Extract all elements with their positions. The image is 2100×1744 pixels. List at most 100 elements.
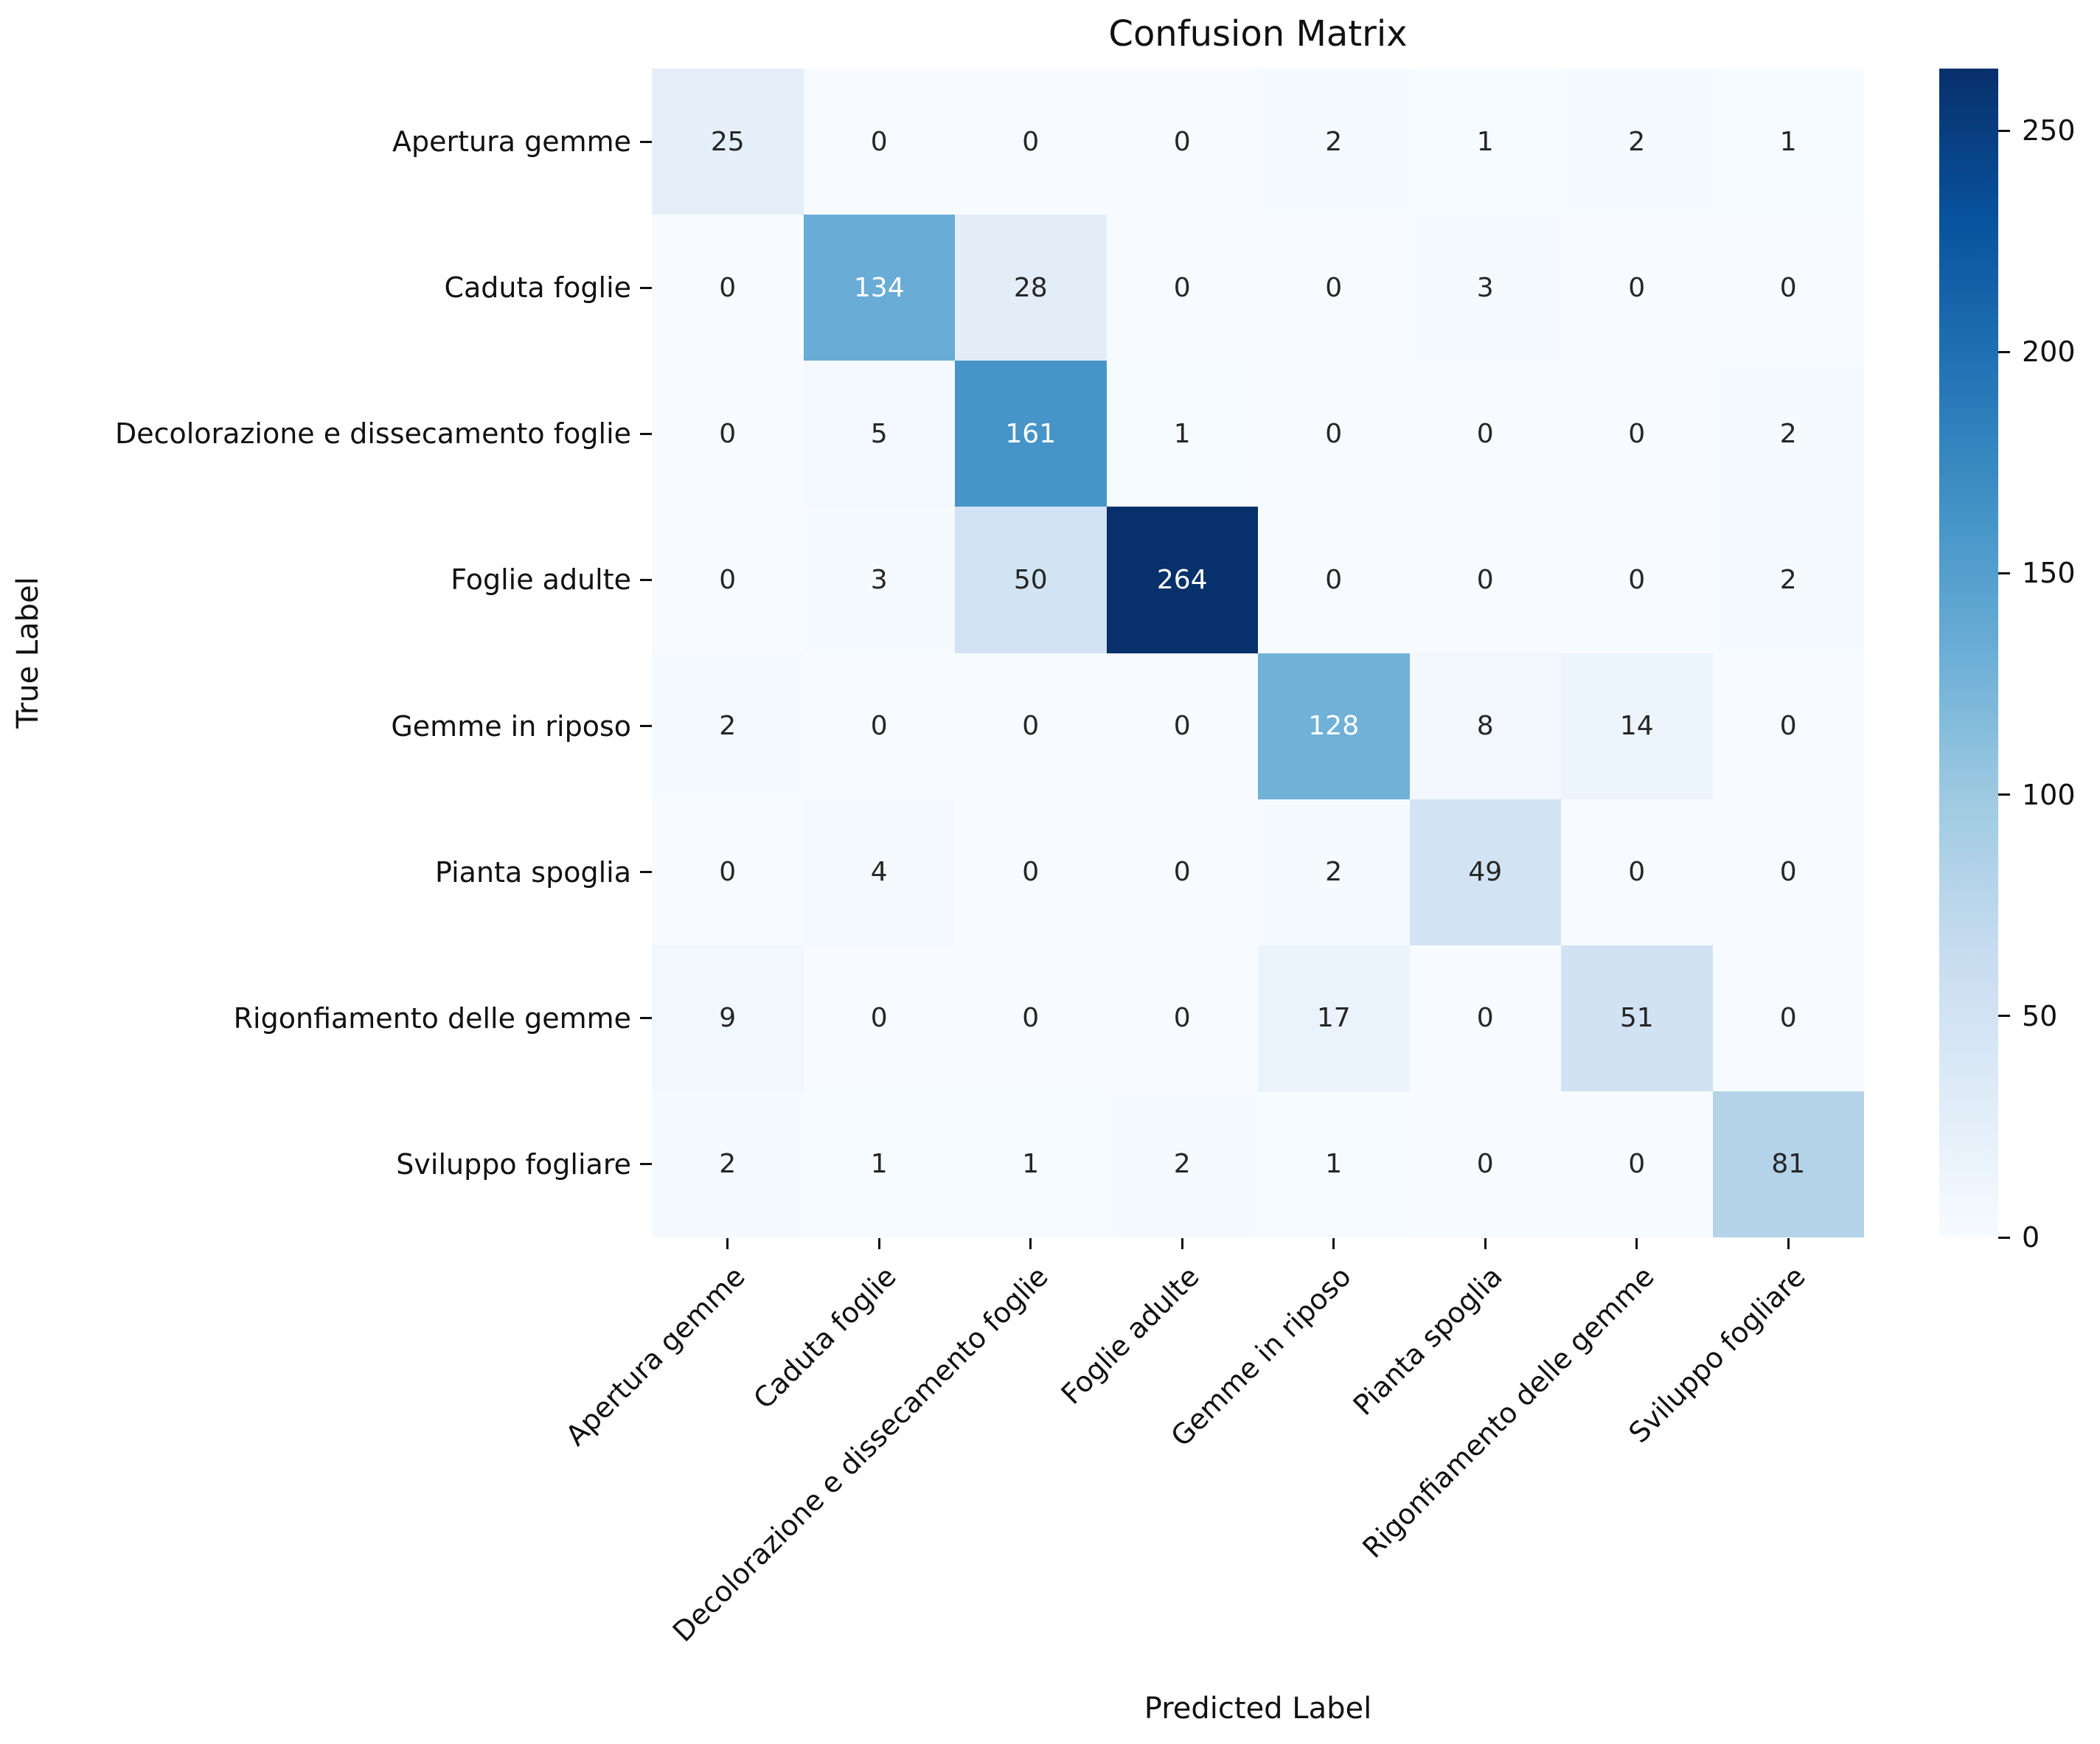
y-tick-label: Gemme in riposo	[391, 709, 631, 743]
matrix-cell: 2	[1712, 361, 1864, 507]
colorbar-tick-mark	[1998, 129, 2010, 132]
matrix-cell: 2	[1561, 69, 1713, 215]
matrix-cell: 0	[1409, 361, 1561, 507]
x-tick-mark	[1029, 1238, 1032, 1249]
colorbar-tick-label: 100	[2022, 778, 2076, 811]
y-tick-mark	[640, 725, 652, 728]
colorbar-tick-label: 250	[2022, 114, 2076, 147]
matrix-cell: 161	[955, 361, 1107, 507]
matrix-cell: 1	[1258, 1091, 1410, 1237]
matrix-cell: 1	[955, 1091, 1107, 1237]
matrix-cell: 0	[1712, 215, 1864, 361]
matrix-cell: 0	[1258, 361, 1410, 507]
y-tick-label: Apertura gemme	[392, 125, 631, 159]
matrix-cell: 0	[1106, 945, 1258, 1091]
matrix-cell: 0	[652, 361, 804, 507]
matrix-cell: 0	[1409, 1091, 1561, 1237]
matrix-cell: 50	[955, 507, 1107, 653]
y-tick-label: Caduta foglie	[444, 271, 631, 305]
matrix-cell: 0	[652, 215, 804, 361]
colorbar-tick-label: 0	[2022, 1221, 2040, 1254]
x-tick-label: Pianta spoglia	[1346, 1260, 1509, 1422]
matrix-cell: 0	[1712, 799, 1864, 945]
matrix-cell: 0	[652, 799, 804, 945]
matrix-cell: 2	[1258, 69, 1410, 215]
matrix-cell: 17	[1258, 945, 1410, 1091]
matrix-cell: 1	[1409, 69, 1561, 215]
x-tick-label: Foglie adulte	[1054, 1260, 1206, 1411]
y-tick-label: Decolorazione e dissecamento foglie	[114, 417, 631, 451]
x-tick-mark	[1635, 1238, 1638, 1249]
matrix-cell: 2	[652, 653, 804, 799]
x-tick-label: Apertura gemme	[559, 1260, 751, 1452]
matrix-cell: 2	[1258, 799, 1410, 945]
matrix-cell: 0	[1409, 507, 1561, 653]
x-tick-mark	[1484, 1238, 1487, 1249]
y-tick-label: Sviluppo fogliare	[396, 1147, 631, 1181]
matrix-cell: 134	[803, 215, 955, 361]
x-tick-mark	[1787, 1238, 1790, 1249]
matrix-cell: 0	[1106, 69, 1258, 215]
matrix-cell: 0	[652, 507, 804, 653]
y-tick-label: Foglie adulte	[451, 563, 631, 597]
x-tick-label: Rigonfiamento delle gemme	[1356, 1260, 1661, 1565]
matrix-cell: 0	[955, 69, 1107, 215]
matrix-cell: 28	[955, 215, 1107, 361]
matrix-cell: 25	[652, 69, 804, 215]
colorbar-tick-label: 50	[2022, 999, 2058, 1032]
matrix-cell: 0	[1561, 1091, 1713, 1237]
matrix-cell: 0	[1409, 945, 1561, 1091]
matrix-cell: 0	[803, 945, 955, 1091]
matrix-cell: 264	[1106, 507, 1258, 653]
matrix-cell: 128	[1258, 653, 1410, 799]
y-tick-mark	[640, 140, 652, 143]
x-tick-mark	[726, 1238, 729, 1249]
matrix-cell: 0	[803, 653, 955, 799]
matrix-cell: 0	[1258, 507, 1410, 653]
matrix-cell: 0	[1712, 653, 1864, 799]
matrix-cell: 0	[1561, 507, 1713, 653]
y-tick-mark	[640, 286, 652, 289]
matrix-cell: 4	[803, 799, 955, 945]
x-tick-mark	[1181, 1238, 1183, 1249]
x-tick-mark	[1332, 1238, 1335, 1249]
matrix-cell: 8	[1409, 653, 1561, 799]
colorbar-tick-mark	[1998, 350, 2010, 353]
colorbar-tick-label: 150	[2022, 557, 2076, 590]
colorbar-tick-mark	[1998, 1015, 2010, 1018]
matrix-cell: 0	[1561, 799, 1713, 945]
y-tick-mark	[640, 871, 652, 874]
colorbar-tick-mark	[1998, 793, 2010, 796]
matrix-cell: 0	[1561, 215, 1713, 361]
matrix-cell: 14	[1561, 653, 1713, 799]
matrix-cell: 0	[803, 69, 955, 215]
y-tick-mark	[640, 1163, 652, 1166]
matrix-cell: 0	[955, 799, 1107, 945]
colorbar-tick-label: 200	[2022, 336, 2076, 369]
matrix-cell: 81	[1712, 1091, 1864, 1237]
matrix-cell: 9	[652, 945, 804, 1091]
matrix-cell: 0	[1106, 215, 1258, 361]
colorbar-tick-mark	[1998, 1236, 2010, 1239]
matrix-cell: 49	[1409, 799, 1561, 945]
matrix-cell: 0	[1561, 361, 1713, 507]
matrix-cell: 0	[1258, 215, 1410, 361]
chart-title: Confusion Matrix	[1108, 13, 1408, 55]
colorbar-tick-mark	[1998, 572, 2010, 574]
matrix-cell: 2	[1712, 507, 1864, 653]
y-tick-mark	[640, 578, 652, 581]
matrix-cell: 1	[1712, 69, 1864, 215]
matrix-cell: 3	[803, 507, 955, 653]
x-axis-label: Predicted Label	[1144, 1692, 1372, 1726]
matrix-cell: 0	[1712, 945, 1864, 1091]
matrix-cell: 2	[652, 1091, 804, 1237]
matrix-cell: 0	[955, 653, 1107, 799]
y-tick-mark	[640, 1017, 652, 1020]
matrix-cell: 0	[955, 945, 1107, 1091]
matrix-cell: 1	[1106, 361, 1258, 507]
matrix-cell: 0	[1106, 799, 1258, 945]
confusion-matrix-heatmap: 25 0 0 0 2 1 2 1 0 134 28 0 0 3 0 0 0 5 161 1 0 0 0 2 0 3 50 264 0 0 0…	[652, 69, 1864, 1237]
y-tick-label: Pianta spoglia	[435, 855, 631, 889]
x-tick-mark	[877, 1238, 880, 1249]
